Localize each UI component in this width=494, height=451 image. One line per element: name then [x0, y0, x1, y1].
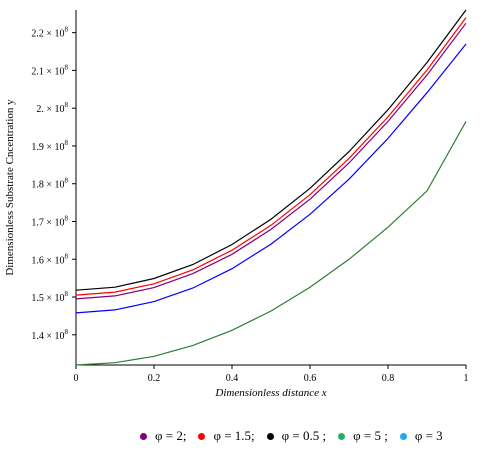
series-lines: [75, 9, 467, 366]
y-tick-base: × 10: [46, 142, 64, 153]
axes: [75, 10, 466, 366]
y-tick-base: × 10: [46, 217, 64, 228]
legend-label: φ = 3: [414, 428, 443, 443]
y-axis-title: Dimensionless Substrate Cncentration y: [4, 99, 16, 276]
x-tick-label: 0.6: [304, 373, 317, 384]
x-tick-label: 0: [74, 373, 79, 384]
legend-dot: [198, 432, 206, 440]
legend-item: φ = 0.5 ;: [266, 428, 327, 444]
x-tick-label: 0.2: [148, 373, 161, 384]
x-tick-label: 1: [464, 373, 469, 384]
y-tick-label: 2. × 108: [36, 101, 68, 115]
y-tick-mantissa: 1.5: [31, 293, 46, 304]
y-tick-mantissa: 1.8: [31, 180, 46, 191]
legend-label: φ = 2;: [155, 428, 187, 443]
y-tick-label: 1.7 × 108: [31, 214, 68, 228]
series-line-4: [75, 43, 467, 314]
legend-label: φ = 1.5;: [213, 428, 255, 443]
series-line-2: [75, 9, 467, 291]
y-tick-mantissa: 1.6: [31, 255, 46, 266]
y-tick-base: × 10: [46, 180, 64, 191]
legend-label: φ = 0.5 ;: [281, 428, 327, 443]
series-line-0: [75, 22, 467, 300]
y-tick-base: × 10: [46, 104, 64, 115]
series-line-1: [75, 17, 467, 296]
y-tick-base: × 10: [46, 29, 64, 40]
y-tick-base: × 10: [46, 66, 64, 77]
y-tick-base: × 10: [46, 255, 64, 266]
y-tick-label: 2.2 × 108: [31, 26, 68, 40]
legend-item: φ = 2;: [140, 428, 186, 444]
y-tick-label: 1.9 × 108: [31, 139, 68, 153]
y-tick-label: 1.5 × 108: [31, 290, 68, 304]
y-tick-exponent: 8: [65, 290, 69, 298]
y-tick-exponent: 8: [65, 177, 69, 185]
y-tick-mantissa: 2.1: [31, 66, 46, 77]
y-tick-exponent: 8: [65, 101, 69, 109]
series-line-3: [75, 121, 467, 366]
y-tick-exponent: 8: [65, 252, 69, 260]
legend-item: φ = 5 ;: [338, 428, 388, 444]
y-tick-mantissa: 1.7: [31, 217, 46, 228]
legend-dot: [266, 432, 274, 440]
x-tick-label: 0.4: [226, 373, 239, 384]
legend-dot: [338, 432, 346, 440]
y-tick-exponent: 8: [65, 26, 69, 34]
y-tick-label: 2.1 × 108: [31, 63, 68, 77]
legend: φ = 2; φ = 1.5; φ = 0.5 ; φ = 5 ; φ = 3: [140, 428, 443, 444]
y-tick-exponent: 8: [65, 328, 69, 336]
y-tick-label: 1.6 × 108: [31, 252, 68, 266]
y-tick-mantissa: 2.: [36, 104, 46, 115]
y-tick-mantissa: 1.4: [31, 331, 46, 342]
y-tick-exponent: 8: [65, 139, 69, 147]
legend-label: φ = 5 ;: [353, 428, 388, 443]
legend-item: φ = 3: [399, 428, 443, 444]
legend-dot: [399, 432, 407, 440]
y-tick-exponent: 8: [65, 63, 69, 71]
y-tick-mantissa: 2.2: [31, 29, 46, 40]
y-tick-label: 1.4 × 108: [31, 328, 68, 342]
y-tick-label: 1.8 × 108: [31, 177, 68, 191]
y-tick-base: × 10: [46, 331, 64, 342]
x-ticks: 0 0.2 0.4 0.6 0.8 1: [74, 365, 469, 384]
legend-item: φ = 1.5;: [198, 428, 255, 444]
x-axis-title: Dimensionless distance x: [214, 387, 326, 399]
y-tick-base: × 10: [46, 293, 64, 304]
y-tick-mantissa: 1.9: [31, 142, 46, 153]
legend-dot: [140, 432, 147, 440]
y-tick-exponent: 8: [65, 214, 69, 222]
x-tick-label: 0.8: [382, 373, 395, 384]
